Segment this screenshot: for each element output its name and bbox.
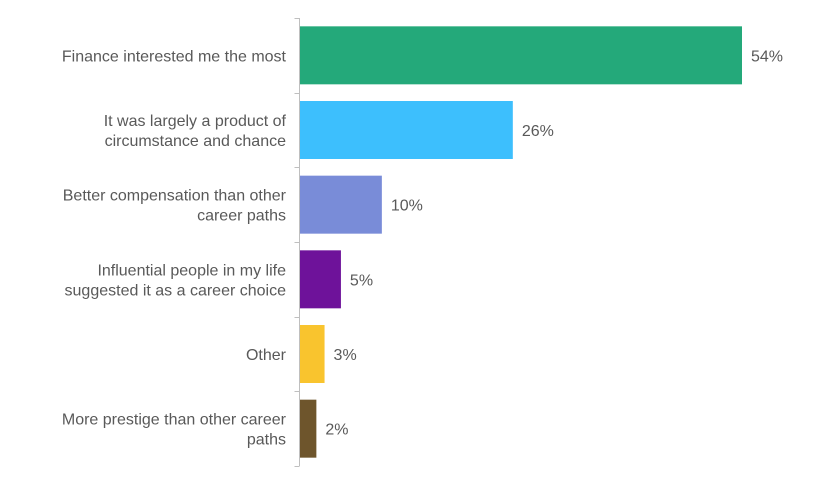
data-label: 2%	[325, 422, 348, 439]
bar	[300, 325, 325, 383]
category-label-line: More prestige than other career	[62, 412, 287, 429]
category-label-line: career paths	[197, 208, 286, 225]
data-label: 26%	[522, 123, 554, 140]
category-label: Finance interested me the most	[62, 48, 287, 65]
bar	[300, 101, 513, 159]
y-axis	[294, 18, 300, 467]
category-label: Other	[246, 347, 287, 364]
category-label-line: circumstance and chance	[105, 133, 287, 150]
category-label-line: It was largely a product of	[104, 113, 287, 130]
category-label-line: Finance interested me the most	[62, 48, 287, 65]
bar	[300, 175, 382, 234]
category-label-line: Better compensation than other	[63, 188, 287, 205]
data-label: 3%	[334, 347, 357, 364]
category-label-line: suggested it as a career choice	[65, 282, 287, 299]
category-label: Better compensation than other career pat…	[63, 188, 287, 225]
bars-layer	[300, 26, 742, 458]
category-label: More prestige than other career paths	[62, 412, 287, 449]
bar	[300, 399, 317, 458]
category-label: It was largely a product of circumstance …	[104, 113, 287, 150]
value-labels: 54% 26% 10% 5% 3% 2%	[325, 48, 783, 438]
category-label-line: Influential people in my life	[97, 262, 286, 279]
bar	[300, 26, 742, 85]
category-label: Influential people in my life suggested i…	[65, 262, 287, 299]
data-label: 10%	[391, 198, 423, 215]
bar	[300, 250, 341, 309]
data-label: 54%	[751, 48, 783, 65]
category-labels: Finance interested me the most It was lar…	[62, 48, 287, 448]
data-label: 5%	[350, 272, 373, 289]
category-label-line: paths	[247, 432, 286, 449]
category-label-line: Other	[246, 347, 287, 364]
